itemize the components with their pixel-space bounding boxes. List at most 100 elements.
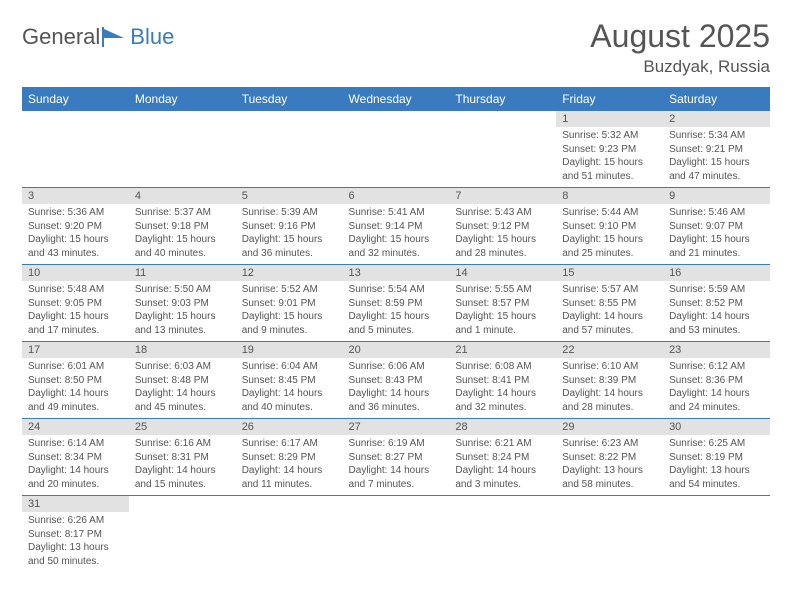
day-number: 17 [22, 342, 129, 358]
day-info: Sunrise: 6:12 AMSunset: 8:36 PMDaylight:… [663, 358, 770, 418]
day-number: 3 [22, 188, 129, 204]
day-info: Sunrise: 5:37 AMSunset: 9:18 PMDaylight:… [129, 204, 236, 264]
day-info: Sunrise: 5:34 AMSunset: 9:21 PMDaylight:… [663, 127, 770, 187]
day-number: 7 [449, 188, 556, 204]
day-info: Sunrise: 6:25 AMSunset: 8:19 PMDaylight:… [663, 435, 770, 495]
weekday-header-cell: Monday [129, 87, 236, 111]
calendar-table: SundayMondayTuesdayWednesdayThursdayFrid… [22, 87, 770, 572]
day-info: Sunrise: 5:48 AMSunset: 9:05 PMDaylight:… [22, 281, 129, 341]
flag-icon [102, 27, 128, 47]
day-info: Sunrise: 6:10 AMSunset: 8:39 PMDaylight:… [556, 358, 663, 418]
day-number: 26 [236, 419, 343, 435]
day-info: Sunrise: 6:16 AMSunset: 8:31 PMDaylight:… [129, 435, 236, 495]
location: Buzdyak, Russia [590, 57, 770, 77]
calendar-cell: .. [343, 496, 450, 573]
day-number: 6 [343, 188, 450, 204]
calendar-cell: .. [129, 496, 236, 573]
calendar-cell: 14Sunrise: 5:55 AMSunset: 8:57 PMDayligh… [449, 265, 556, 342]
day-info: Sunrise: 6:03 AMSunset: 8:48 PMDaylight:… [129, 358, 236, 418]
calendar-cell: .. [129, 111, 236, 188]
weekday-header-cell: Wednesday [343, 87, 450, 111]
calendar-cell: 16Sunrise: 5:59 AMSunset: 8:52 PMDayligh… [663, 265, 770, 342]
day-info: Sunrise: 5:52 AMSunset: 9:01 PMDaylight:… [236, 281, 343, 341]
day-number: 28 [449, 419, 556, 435]
calendar-cell: 24Sunrise: 6:14 AMSunset: 8:34 PMDayligh… [22, 419, 129, 496]
calendar-cell: .. [343, 111, 450, 188]
day-number: 1 [556, 111, 663, 127]
day-number: 8 [556, 188, 663, 204]
brand-part2: Blue [130, 24, 174, 50]
day-number: 31 [22, 496, 129, 512]
calendar-row: 24Sunrise: 6:14 AMSunset: 8:34 PMDayligh… [22, 419, 770, 496]
day-number: 21 [449, 342, 556, 358]
calendar-cell: .. [236, 111, 343, 188]
calendar-cell: 17Sunrise: 6:01 AMSunset: 8:50 PMDayligh… [22, 342, 129, 419]
day-info: Sunrise: 6:21 AMSunset: 8:24 PMDaylight:… [449, 435, 556, 495]
calendar-cell: 22Sunrise: 6:10 AMSunset: 8:39 PMDayligh… [556, 342, 663, 419]
day-info: Sunrise: 6:08 AMSunset: 8:41 PMDaylight:… [449, 358, 556, 418]
calendar-cell: 27Sunrise: 6:19 AMSunset: 8:27 PMDayligh… [343, 419, 450, 496]
day-number: 25 [129, 419, 236, 435]
day-number: 20 [343, 342, 450, 358]
calendar-cell: 15Sunrise: 5:57 AMSunset: 8:55 PMDayligh… [556, 265, 663, 342]
calendar-cell: 5Sunrise: 5:39 AMSunset: 9:16 PMDaylight… [236, 188, 343, 265]
weekday-header-cell: Sunday [22, 87, 129, 111]
day-info: Sunrise: 5:41 AMSunset: 9:14 PMDaylight:… [343, 204, 450, 264]
day-number: 5 [236, 188, 343, 204]
day-info: Sunrise: 5:57 AMSunset: 8:55 PMDaylight:… [556, 281, 663, 341]
calendar-cell: 8Sunrise: 5:44 AMSunset: 9:10 PMDaylight… [556, 188, 663, 265]
calendar-cell: 23Sunrise: 6:12 AMSunset: 8:36 PMDayligh… [663, 342, 770, 419]
day-info: Sunrise: 5:55 AMSunset: 8:57 PMDaylight:… [449, 281, 556, 341]
day-info: Sunrise: 5:43 AMSunset: 9:12 PMDaylight:… [449, 204, 556, 264]
calendar-cell: 29Sunrise: 6:23 AMSunset: 8:22 PMDayligh… [556, 419, 663, 496]
calendar-cell: 4Sunrise: 5:37 AMSunset: 9:18 PMDaylight… [129, 188, 236, 265]
calendar-page: GeneralBlue August 2025 Buzdyak, Russia … [0, 0, 792, 590]
day-info: Sunrise: 6:06 AMSunset: 8:43 PMDaylight:… [343, 358, 450, 418]
day-info: Sunrise: 6:17 AMSunset: 8:29 PMDaylight:… [236, 435, 343, 495]
month-title: August 2025 [590, 18, 770, 55]
title-block: August 2025 Buzdyak, Russia [590, 18, 770, 77]
weekday-header: SundayMondayTuesdayWednesdayThursdayFrid… [22, 87, 770, 111]
calendar-cell: 28Sunrise: 6:21 AMSunset: 8:24 PMDayligh… [449, 419, 556, 496]
calendar-row: 31Sunrise: 6:26 AMSunset: 8:17 PMDayligh… [22, 496, 770, 573]
day-number: 2 [663, 111, 770, 127]
day-number: 9 [663, 188, 770, 204]
day-info: Sunrise: 5:44 AMSunset: 9:10 PMDaylight:… [556, 204, 663, 264]
day-info: Sunrise: 5:39 AMSunset: 9:16 PMDaylight:… [236, 204, 343, 264]
calendar-cell: 30Sunrise: 6:25 AMSunset: 8:19 PMDayligh… [663, 419, 770, 496]
calendar-cell: .. [236, 496, 343, 573]
day-number: 10 [22, 265, 129, 281]
calendar-row: 3Sunrise: 5:36 AMSunset: 9:20 PMDaylight… [22, 188, 770, 265]
day-number: 15 [556, 265, 663, 281]
calendar-cell: 6Sunrise: 5:41 AMSunset: 9:14 PMDaylight… [343, 188, 450, 265]
day-number: 11 [129, 265, 236, 281]
calendar-row: ..........1Sunrise: 5:32 AMSunset: 9:23 … [22, 111, 770, 188]
day-info: Sunrise: 5:54 AMSunset: 8:59 PMDaylight:… [343, 281, 450, 341]
weekday-header-cell: Saturday [663, 87, 770, 111]
day-info: Sunrise: 6:26 AMSunset: 8:17 PMDaylight:… [22, 512, 129, 572]
day-number: 22 [556, 342, 663, 358]
day-info: Sunrise: 6:19 AMSunset: 8:27 PMDaylight:… [343, 435, 450, 495]
day-number: 27 [343, 419, 450, 435]
calendar-cell: .. [22, 111, 129, 188]
calendar-cell: 7Sunrise: 5:43 AMSunset: 9:12 PMDaylight… [449, 188, 556, 265]
day-number: 18 [129, 342, 236, 358]
day-info: Sunrise: 6:14 AMSunset: 8:34 PMDaylight:… [22, 435, 129, 495]
calendar-cell: 18Sunrise: 6:03 AMSunset: 8:48 PMDayligh… [129, 342, 236, 419]
brand-part1: General [22, 24, 100, 50]
calendar-cell: 11Sunrise: 5:50 AMSunset: 9:03 PMDayligh… [129, 265, 236, 342]
calendar-cell: 3Sunrise: 5:36 AMSunset: 9:20 PMDaylight… [22, 188, 129, 265]
calendar-cell: 26Sunrise: 6:17 AMSunset: 8:29 PMDayligh… [236, 419, 343, 496]
calendar-cell: 20Sunrise: 6:06 AMSunset: 8:43 PMDayligh… [343, 342, 450, 419]
calendar-row: 17Sunrise: 6:01 AMSunset: 8:50 PMDayligh… [22, 342, 770, 419]
brand-logo: General Blue [22, 18, 174, 50]
day-info: Sunrise: 5:59 AMSunset: 8:52 PMDaylight:… [663, 281, 770, 341]
calendar-cell: .. [449, 496, 556, 573]
weekday-header-cell: Thursday [449, 87, 556, 111]
calendar-cell: 2Sunrise: 5:34 AMSunset: 9:21 PMDaylight… [663, 111, 770, 188]
weekday-header-cell: Friday [556, 87, 663, 111]
day-info: Sunrise: 6:01 AMSunset: 8:50 PMDaylight:… [22, 358, 129, 418]
day-info: Sunrise: 5:36 AMSunset: 9:20 PMDaylight:… [22, 204, 129, 264]
calendar-cell: .. [663, 496, 770, 573]
calendar-cell: 9Sunrise: 5:46 AMSunset: 9:07 PMDaylight… [663, 188, 770, 265]
